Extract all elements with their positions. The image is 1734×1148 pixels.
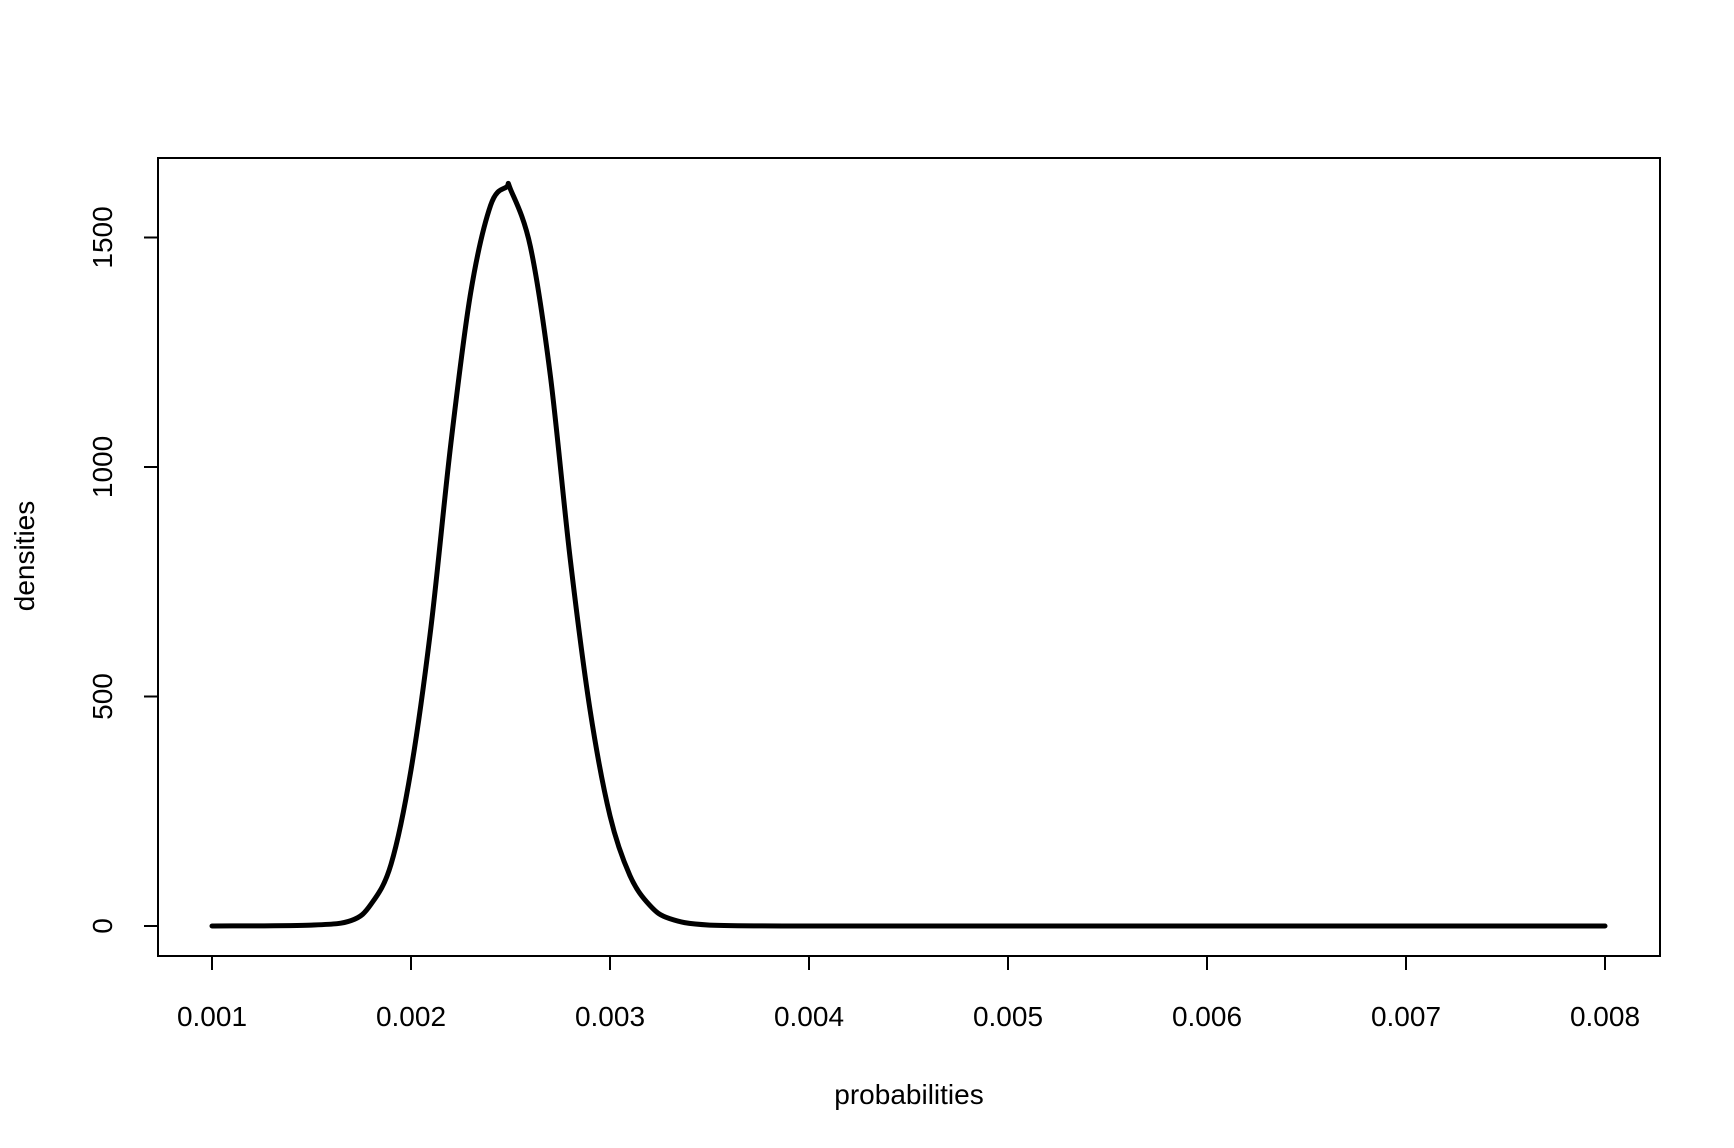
- y-tick-label: 0: [87, 918, 118, 934]
- x-tick-label: 0.002: [376, 1001, 446, 1032]
- density-curve: [209, 180, 1608, 929]
- x-tick-label: 0.001: [177, 1001, 247, 1032]
- y-tick-label: 1500: [87, 206, 118, 268]
- x-axis-label: probabilities: [834, 1079, 983, 1110]
- x-tick-label: 0.003: [575, 1001, 645, 1032]
- plot-frame: [157, 157, 1661, 957]
- x-tick-label: 0.006: [1172, 1001, 1242, 1032]
- y-axis: 0 500 1000 1500: [87, 206, 159, 934]
- x-tick-label: 0.004: [774, 1001, 844, 1032]
- x-tick-label: 0.008: [1570, 1001, 1640, 1032]
- series-layer: [209, 180, 1608, 929]
- x-axis: 0.001 0.002 0.003 0.004 0.005 0.006 0.007 0.008: [177, 955, 1640, 1032]
- y-axis-label: densities: [9, 501, 40, 612]
- y-tick-label: 1000: [87, 436, 118, 498]
- y-tick-label: 500: [87, 673, 118, 720]
- x-tick-label: 0.005: [973, 1001, 1043, 1032]
- x-tick-label: 0.007: [1371, 1001, 1441, 1032]
